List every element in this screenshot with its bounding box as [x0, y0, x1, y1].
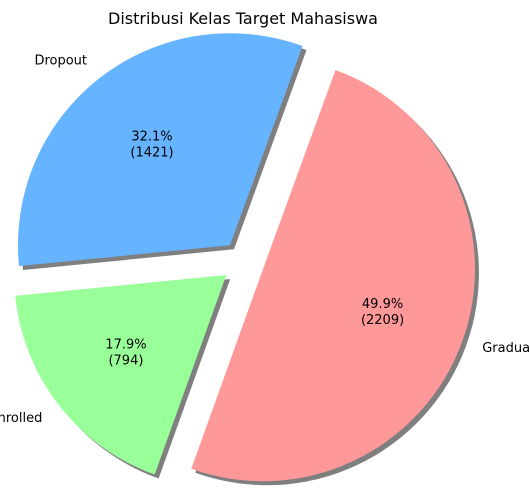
slice-label-graduate: Graduate — [482, 341, 530, 356]
pct-label-graduate: 49.9% — [362, 297, 403, 312]
count-label-graduate: (2209) — [361, 313, 404, 328]
count-label-enrolled: (794) — [108, 354, 143, 369]
slice-label-enrolled: Enrolled — [0, 411, 42, 426]
count-label-dropout: (1421) — [130, 145, 173, 160]
slice-label-dropout: Dropout — [34, 54, 87, 69]
pct-label-enrolled: 17.9% — [105, 338, 146, 353]
chart-title: Distribusi Kelas Target Mahasiswa — [108, 9, 378, 28]
pie-slices — [15, 33, 475, 481]
pct-label-dropout: 32.1% — [131, 129, 172, 144]
